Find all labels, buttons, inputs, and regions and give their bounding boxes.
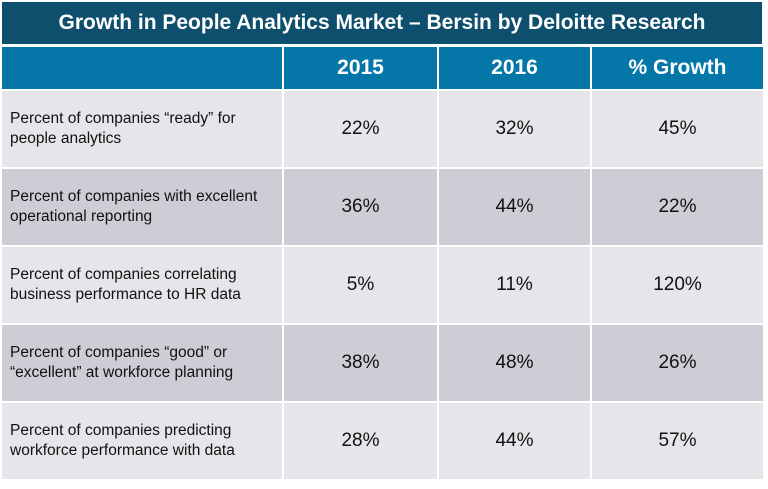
row-label: Percent of companies predicting workforc… bbox=[2, 401, 284, 479]
row-label: Percent of companies “good” or “excellen… bbox=[2, 323, 284, 403]
cell-growth: 26% bbox=[590, 323, 763, 403]
table-row: Percent of companies correlating busines… bbox=[2, 245, 763, 325]
table-row: Percent of companies with excellent oper… bbox=[2, 167, 763, 247]
cell-2016: 44% bbox=[437, 401, 592, 479]
cell-2016: 32% bbox=[437, 89, 592, 169]
cell-2016: 48% bbox=[437, 323, 592, 403]
row-label: Percent of companies “ready” for people … bbox=[2, 89, 284, 169]
cell-2015: 38% bbox=[282, 323, 439, 403]
row-label: Percent of companies with excellent oper… bbox=[2, 167, 284, 247]
cell-2016: 44% bbox=[437, 167, 592, 247]
table-row: Percent of companies “good” or “excellen… bbox=[2, 323, 763, 403]
row-label: Percent of companies correlating busines… bbox=[2, 245, 284, 325]
header-label bbox=[2, 47, 284, 91]
header-growth: % Growth bbox=[590, 47, 763, 91]
cell-growth: 22% bbox=[590, 167, 763, 247]
cell-2016: 11% bbox=[437, 245, 592, 325]
data-table: 2015 2016 % Growth Percent of companies … bbox=[2, 47, 763, 479]
table-row: Percent of companies “ready” for people … bbox=[2, 89, 763, 169]
cell-growth: 45% bbox=[590, 89, 763, 169]
cell-2015: 22% bbox=[282, 89, 439, 169]
cell-growth: 57% bbox=[590, 401, 763, 479]
table-title: Growth in People Analytics Market – Bers… bbox=[2, 2, 762, 44]
cell-2015: 36% bbox=[282, 167, 439, 247]
cell-2015: 28% bbox=[282, 401, 439, 479]
header-2016: 2016 bbox=[437, 47, 592, 91]
header-row: 2015 2016 % Growth bbox=[2, 47, 763, 91]
cell-2015: 5% bbox=[282, 245, 439, 325]
header-2015: 2015 bbox=[282, 47, 439, 91]
cell-growth: 120% bbox=[590, 245, 763, 325]
table-row: Percent of companies predicting workforc… bbox=[2, 401, 763, 479]
